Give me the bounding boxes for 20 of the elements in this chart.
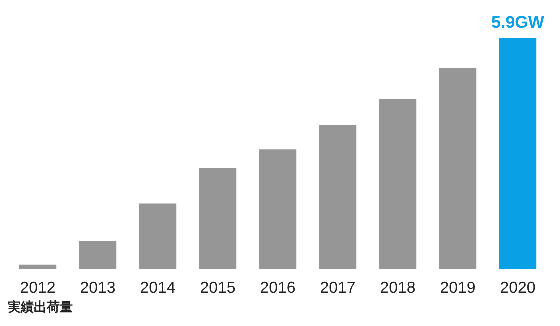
bar xyxy=(319,124,357,270)
bar xyxy=(139,204,177,270)
x-tick-label: 2013 xyxy=(80,280,116,298)
x-tick-label: 2014 xyxy=(140,280,176,298)
bar xyxy=(499,38,537,270)
bar xyxy=(19,264,57,270)
x-tick-label: 2017 xyxy=(320,280,356,298)
x-tick-label: 2015 xyxy=(200,280,236,298)
bar xyxy=(379,99,417,270)
bar xyxy=(199,168,237,270)
data-label: 5.9GW xyxy=(492,13,546,32)
x-tick-label: 2016 xyxy=(260,280,296,298)
x-tick-label: 2020 xyxy=(500,280,536,298)
bar xyxy=(259,150,297,270)
bar xyxy=(439,68,477,270)
x-tick-label: 2018 xyxy=(380,280,416,298)
x-axis-title: 実績出荷量 xyxy=(7,300,73,316)
x-tick-label: 2019 xyxy=(440,280,476,298)
bar xyxy=(79,241,117,270)
x-tick-label: 2012 xyxy=(20,280,56,298)
